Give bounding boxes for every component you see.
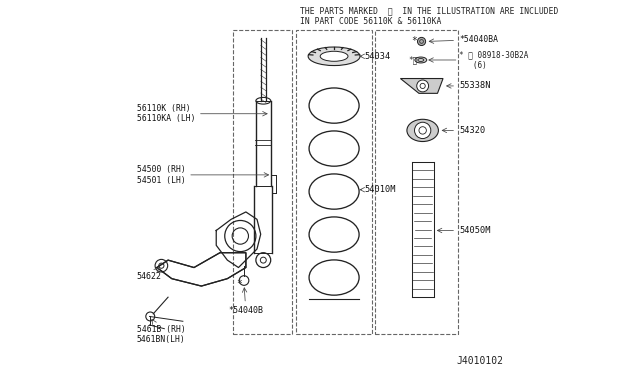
Circle shape bbox=[417, 80, 429, 92]
Text: 56110K (RH)
56110KA (LH): 56110K (RH) 56110KA (LH) bbox=[136, 104, 267, 124]
Circle shape bbox=[417, 37, 426, 45]
Text: THE PARTS MARKED  ※  IN THE ILLUSTRATION ARE INCLUDED: THE PARTS MARKED ※ IN THE ILLUSTRATION A… bbox=[300, 6, 558, 15]
Text: 54622: 54622 bbox=[136, 268, 161, 281]
Text: IN PART CODE 56110K & 56110KA: IN PART CODE 56110K & 56110KA bbox=[300, 17, 441, 26]
Text: 54034: 54034 bbox=[360, 52, 391, 61]
Text: *Ⓝ: *Ⓝ bbox=[408, 55, 417, 64]
Text: 54320: 54320 bbox=[442, 126, 485, 135]
Text: * Ⓝ 08918-30B2A
   (6): * Ⓝ 08918-30B2A (6) bbox=[459, 50, 529, 70]
Text: 54010M: 54010M bbox=[360, 185, 396, 194]
Text: *54040B: *54040B bbox=[228, 288, 264, 315]
Text: 55338N: 55338N bbox=[447, 81, 490, 90]
Ellipse shape bbox=[415, 57, 427, 63]
Text: *: * bbox=[237, 279, 243, 289]
Ellipse shape bbox=[320, 51, 348, 61]
Text: 54500 (RH)
54501 (LH): 54500 (RH) 54501 (LH) bbox=[136, 165, 269, 185]
Circle shape bbox=[415, 122, 431, 138]
Ellipse shape bbox=[407, 119, 438, 141]
Text: 54050M: 54050M bbox=[437, 226, 490, 235]
Ellipse shape bbox=[308, 47, 360, 65]
Text: *54040BA: *54040BA bbox=[429, 35, 498, 44]
Text: 5461B (RH)
5461BN(LH): 5461B (RH) 5461BN(LH) bbox=[136, 319, 186, 344]
Text: *: * bbox=[412, 36, 417, 46]
Polygon shape bbox=[401, 78, 443, 93]
Text: J4010102: J4010102 bbox=[456, 356, 504, 366]
